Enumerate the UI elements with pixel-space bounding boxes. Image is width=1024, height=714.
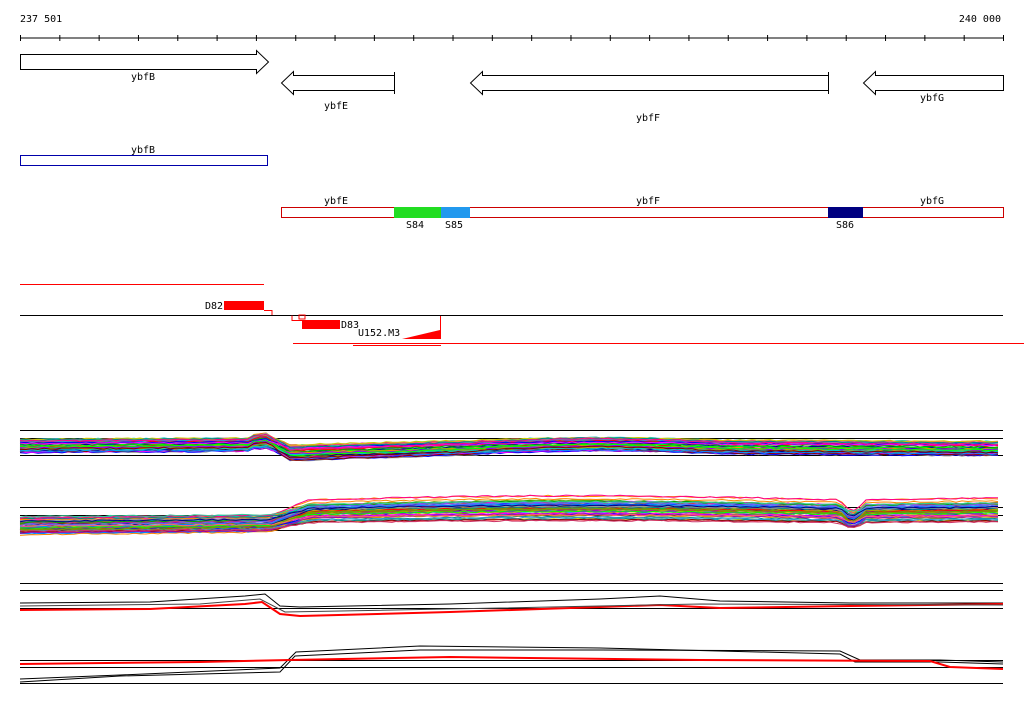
coordinate-ruler: 237 501 240 000 [20,14,1004,41]
site-S85[interactable] [441,207,470,218]
gene-arrow-ybfE[interactable] [280,70,395,96]
site-label-S86: S86 [836,220,854,231]
profile-line [19,433,999,449]
transcript-track: ybfB ybfE ybfF ybfG S84 S85 S86 [20,145,1004,231]
feature-D83-tick [298,314,306,320]
feature-label-D82: D82 [205,301,223,312]
gene-arrow-ybfF[interactable] [469,70,829,96]
summary-line [19,598,1004,613]
gene-arrow-ybfB[interactable] [20,49,270,75]
summary-line [19,600,1004,618]
feature-D83[interactable] [302,320,340,329]
gene-label-ybfE: ybfE [324,101,348,112]
feature-track: D82 D83 U152.M3 [20,284,1024,346]
feature-D82-connector [264,310,273,315]
profile-line [19,513,999,534]
ruler-start-label: 237 501 [20,14,62,25]
site-S84[interactable] [394,207,441,218]
feature-D82[interactable] [224,301,264,310]
site-label-S85: S85 [445,220,463,231]
summary-line [19,645,1004,680]
feature-label-U152M3: U152.M3 [358,328,400,339]
ruler-ticks [20,35,1004,41]
profile-line [19,497,999,521]
profile-line [19,442,999,459]
profile-line [19,513,999,527]
profile-line [19,507,999,530]
feature-label-D83: D83 [341,320,359,331]
summary-line [19,649,1004,683]
ruler-end-label: 240 000 [959,14,1001,25]
profile-line [19,439,999,449]
profile-line [19,446,999,458]
summary-line [19,593,1003,608]
expression-profiles [19,430,1004,684]
segment-label-ybfF: ybfF [636,196,660,207]
profile-line [19,518,999,533]
feature-D83-connector [291,315,302,321]
segment-ybfE-ybfG[interactable] [281,207,1004,218]
profile-line [19,434,999,446]
summary-reverse [19,645,1004,683]
segment-label-ybfG: ybfG [920,196,944,207]
segment-label-ybfE: ybfE [324,196,348,207]
profile-line [19,504,998,523]
gene-label-ybfG: ybfG [920,93,944,104]
summary-forward [19,593,1004,618]
segment-ybfB[interactable] [20,155,268,166]
profile-line [19,444,999,456]
feature-U152M3[interactable] [402,330,440,339]
gene-label-ybfF: ybfF [636,113,660,124]
gene-arrow-track: ybfB ybfE ybfF ybfG [20,49,1004,124]
profile-line [19,439,998,457]
profile-line [19,502,999,526]
site-label-S84: S84 [406,220,424,231]
gene-label-ybfB: ybfB [131,72,155,83]
profile-line [19,433,999,451]
profile-bundle-reverse [19,494,999,536]
summary-line [19,655,1004,670]
profile-line [19,505,999,522]
profile-line [19,500,999,518]
segment-label-ybfB: ybfB [131,145,155,156]
gene-arrow-ybfG[interactable] [862,70,1004,96]
site-S86[interactable] [828,207,863,218]
profile-bundle-forward [19,432,999,462]
profile-line [19,519,999,533]
